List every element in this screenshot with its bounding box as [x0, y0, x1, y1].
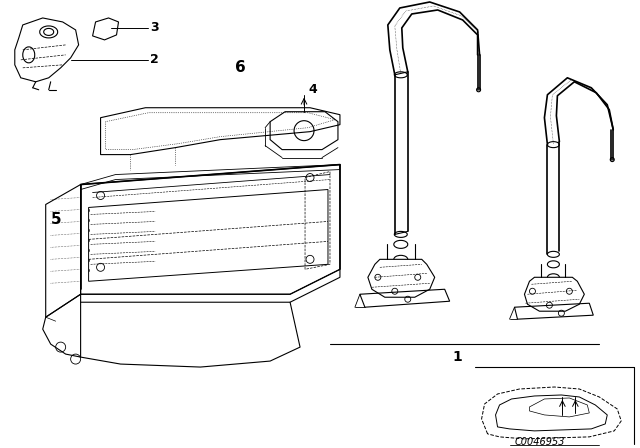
Text: 2: 2 — [150, 53, 159, 66]
Text: 6: 6 — [236, 60, 246, 75]
Text: 4: 4 — [308, 83, 317, 96]
Text: 5: 5 — [51, 212, 61, 227]
Text: 3: 3 — [150, 22, 159, 34]
Text: 1: 1 — [452, 350, 463, 364]
Text: C0046953: C0046953 — [514, 437, 564, 447]
